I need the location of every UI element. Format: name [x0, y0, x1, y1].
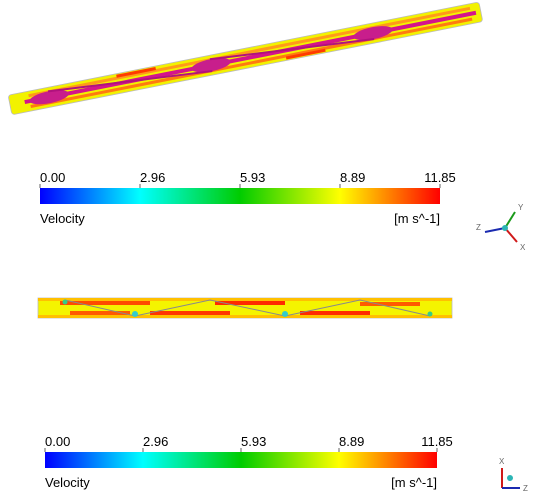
tube-iso: [8, 2, 483, 115]
tick-label: 8.89: [339, 434, 364, 449]
legend-variable: Velocity: [45, 475, 90, 490]
color-bar: [45, 452, 437, 468]
tick-label: 5.93: [241, 434, 266, 449]
tick-label: 5.93: [240, 170, 265, 185]
axis-label: Z: [476, 223, 481, 232]
color-bar: [40, 188, 440, 204]
tick-label: 11.85: [421, 434, 453, 449]
legend-variable: Velocity: [40, 211, 85, 226]
axis-triad: Y X Z: [476, 203, 526, 252]
color-legend: 0.00 2.96 5.93 8.89 11.85 Velocity [m s^-1]: [39, 170, 456, 226]
tick-label: 11.85: [424, 170, 456, 185]
axis-label: Z: [523, 484, 528, 493]
axis-label: X: [499, 457, 505, 466]
legend-unit: [m s^-1]: [391, 475, 437, 490]
tick-label: 0.00: [45, 434, 70, 449]
tick-label: 2.96: [140, 170, 165, 185]
tick-label: 8.89: [340, 170, 365, 185]
tube-side: [37, 297, 453, 319]
axis-triad: X Z: [499, 457, 528, 493]
tick-label: 2.96: [143, 434, 168, 449]
legend-unit: [m s^-1]: [394, 211, 440, 226]
tick-label: 0.00: [40, 170, 65, 185]
axis-label: Y: [518, 203, 524, 212]
color-legend: 0.00 2.96 5.93 8.89 11.85 Velocity [m s^-1]: [44, 434, 453, 490]
axis-label: X: [520, 243, 526, 252]
